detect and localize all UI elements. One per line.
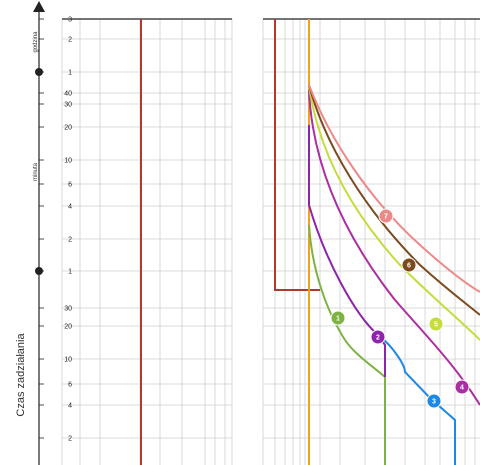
badge-circle (378, 208, 394, 224)
badge-1: 1 (330, 310, 346, 326)
badge-2: 2 (370, 329, 386, 345)
badge-circle (330, 310, 346, 326)
badge-label: 1 (336, 316, 340, 323)
y-tick-label: 30 (64, 306, 72, 313)
badge-label: 6 (407, 263, 411, 270)
y-tick-label: 2 (68, 436, 72, 443)
curve-series-1 (308, 224, 386, 465)
badge-label: 7 (384, 214, 388, 221)
y-axis: godzina minuta (33, 1, 45, 465)
badge-circle (426, 393, 442, 409)
curves (308, 19, 480, 465)
curve-series-7 (308, 84, 480, 293)
badge-4: 4 (454, 379, 470, 395)
badge-circle (401, 257, 417, 273)
unit-label-hour: godzina (33, 31, 39, 53)
y-tick-label: 1 (68, 70, 72, 77)
y-tick-label: 20 (64, 324, 72, 331)
y-axis-arrow (33, 1, 45, 12)
y-tick-label: 1 (68, 269, 72, 276)
curve-series-4 (308, 89, 480, 406)
grid-right-panel (262, 18, 480, 465)
badge-3: 3 (426, 393, 442, 409)
y-tick-label: 2 (68, 37, 72, 44)
grid-left-panel (61, 18, 233, 465)
badge-5: 5 (428, 316, 444, 332)
y-tick-label: 10 (64, 158, 72, 165)
badge-7: 7 (378, 208, 394, 224)
badge-6: 6 (401, 257, 417, 273)
y-tick-label: 10 (64, 357, 72, 364)
badge-circle (370, 329, 386, 345)
y-tick-label: 6 (68, 182, 72, 189)
y-tick-label: 20 (64, 125, 72, 132)
y-tick-label: 2 (68, 237, 72, 244)
y-tick-labels: 3 2 1 40 30 20 10 6 4 2 1 30 20 10 6 4 2 (64, 17, 72, 443)
badge-label: 4 (460, 385, 464, 392)
y-tick-label: 6 (68, 382, 72, 389)
badge-circle (454, 379, 470, 395)
badge-circle (428, 316, 444, 332)
y-tick-label: 40 (64, 91, 72, 98)
y-tick-label: 4 (68, 204, 72, 211)
badge-label: 5 (434, 322, 438, 329)
y-tick-label: 30 (64, 102, 72, 109)
y-tick-label: 3 (68, 17, 72, 24)
unit-label-minute: minuta (33, 162, 39, 181)
y-axis-title: Czas zadziałania (15, 333, 27, 417)
curve-series-5 (308, 84, 480, 341)
red-boundary-curve (274, 19, 320, 291)
badge-label: 2 (376, 335, 380, 342)
curve-series-6 (308, 84, 480, 316)
badge-label: 3 (432, 399, 436, 406)
y-tick-label: 4 (68, 403, 72, 410)
curve-badges: 1 2 3 4 5 6 7 (330, 208, 470, 409)
